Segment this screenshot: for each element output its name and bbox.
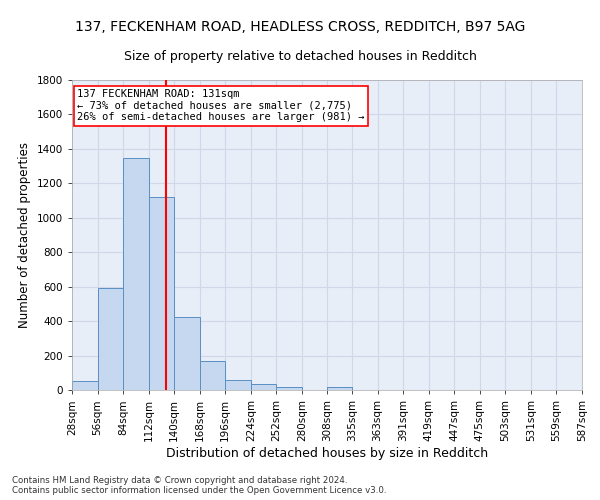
Bar <box>72 382 98 390</box>
Y-axis label: Number of detached properties: Number of detached properties <box>18 142 31 328</box>
Bar <box>123 158 149 390</box>
Text: 137, FECKENHAM ROAD, HEADLESS CROSS, REDDITCH, B97 5AG: 137, FECKENHAM ROAD, HEADLESS CROSS, RED… <box>75 20 525 34</box>
Bar <box>98 288 123 390</box>
X-axis label: Distribution of detached houses by size in Redditch: Distribution of detached houses by size … <box>166 446 488 460</box>
Text: Size of property relative to detached houses in Redditch: Size of property relative to detached ho… <box>124 50 476 63</box>
Text: Contains HM Land Registry data © Crown copyright and database right 2024.
Contai: Contains HM Land Registry data © Crown c… <box>12 476 386 495</box>
Bar <box>200 360 225 390</box>
Bar <box>328 386 352 390</box>
Bar <box>251 384 277 390</box>
Bar <box>277 388 302 390</box>
Bar <box>149 197 174 390</box>
Text: 137 FECKENHAM ROAD: 131sqm
← 73% of detached houses are smaller (2,775)
26% of s: 137 FECKENHAM ROAD: 131sqm ← 73% of deta… <box>77 90 365 122</box>
Bar <box>174 317 200 390</box>
Bar <box>225 380 251 390</box>
